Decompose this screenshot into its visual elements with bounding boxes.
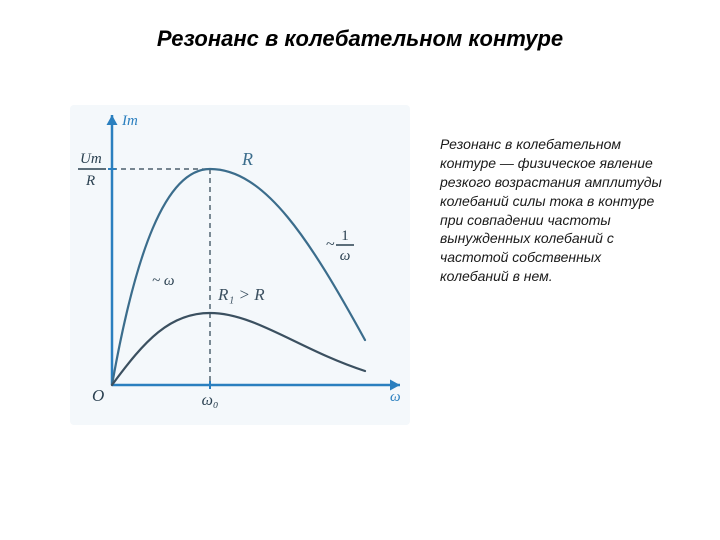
title-text: Резонанс в колебательном контуре [157, 26, 563, 51]
chart-svg: R R₁ > R Um Rω₀ O Im ω ~ ω ~1 ω [70, 105, 410, 425]
svg-text:~: ~ [326, 236, 335, 253]
svg-text:1: 1 [341, 228, 349, 244]
svg-text:ω₀: ω₀ [202, 392, 219, 409]
svg-text:Um: Um [80, 151, 102, 167]
description-text: Резонанс в колебательном контуре — физич… [440, 135, 670, 286]
description-block: Резонанс в колебательном контуре — физич… [440, 105, 670, 286]
page-title: Резонанс в колебательном контуре [0, 26, 720, 52]
svg-text:O: O [92, 386, 104, 405]
svg-text:~ ω: ~ ω [152, 273, 174, 289]
svg-text:Im: Im [121, 113, 138, 129]
svg-text:R: R [85, 173, 95, 189]
svg-text:R₁ > R: R₁ > R [217, 285, 265, 304]
content-row: R R₁ > R Um Rω₀ O Im ω ~ ω ~1 ω Резонанс в колеба… [70, 105, 670, 425]
svg-text:R: R [241, 149, 253, 169]
resonance-chart: R R₁ > R Um Rω₀ O Im ω ~ ω ~1 ω [70, 105, 410, 425]
svg-text:ω: ω [340, 248, 351, 264]
svg-text:ω: ω [390, 389, 401, 405]
